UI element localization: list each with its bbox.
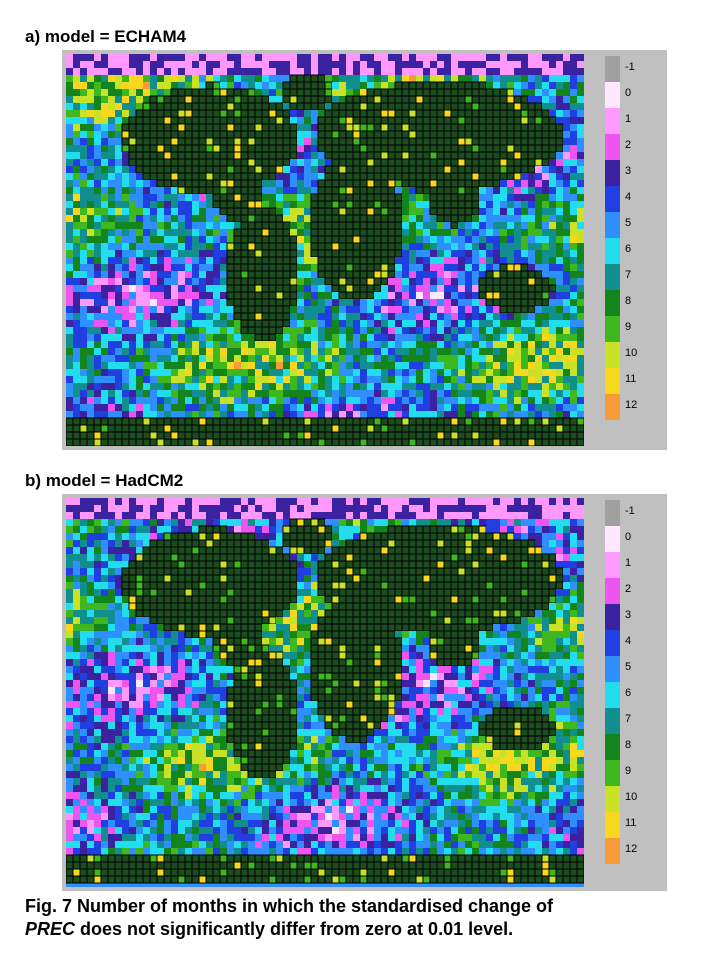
caption-line1: Fig. 7 Number of months in which the sta… [25,896,554,916]
legend-label: 10 [625,347,638,359]
legend-label: 10 [625,791,638,803]
legend-item: 0 [605,82,663,108]
legend-swatch [605,342,620,368]
panel-b-title: b) model = HadCM2 [25,471,184,490]
legend-swatch [605,394,620,420]
legend-swatch [605,134,620,160]
legend-swatch [605,656,620,682]
legend-item: 5 [605,212,663,238]
legend-item: 1 [605,552,663,578]
legend-swatch [605,368,620,394]
legend-item: 6 [605,682,663,708]
legend-item: 7 [605,708,663,734]
figure-caption: Fig. 7 Number of months in which the sta… [25,895,685,941]
legend-swatch [605,56,620,82]
legend-swatch [605,578,620,604]
panel-b-frame: -1 0 1 2 3 4 5 6 7 8 9 10 11 12 [62,494,667,891]
legend-item: 12 [605,394,663,420]
legend-item: 11 [605,368,663,394]
panel-a-frame: -1 0 1 2 3 4 5 6 7 8 9 10 11 12 [62,50,667,450]
legend-item: 3 [605,604,663,630]
legend-swatch [605,734,620,760]
legend-swatch [605,212,620,238]
legend-label: 6 [625,687,632,699]
legend-item: 7 [605,264,663,290]
legend-label: 3 [625,165,632,177]
legend-item: 3 [605,160,663,186]
legend-item: 11 [605,812,663,838]
legend-label: 11 [625,373,637,385]
legend-swatch [605,786,620,812]
legend-item: 12 [605,838,663,864]
legend-swatch [605,160,620,186]
legend-item: 6 [605,238,663,264]
panel-a-legend: -1 0 1 2 3 4 5 6 7 8 9 10 11 12 [605,56,663,420]
legend-item: 0 [605,526,663,552]
legend-label: 8 [625,739,632,751]
legend-swatch [605,500,620,526]
legend-item: 8 [605,734,663,760]
caption-line2: does not significantly differ from zero … [75,919,514,939]
legend-item: 5 [605,656,663,682]
legend-item: 8 [605,290,663,316]
panel-a-map [66,54,584,446]
legend-item: -1 [605,56,663,82]
legend-swatch [605,760,620,786]
legend-swatch [605,552,620,578]
legend-swatch [605,316,620,342]
legend-label: 0 [625,531,632,543]
legend-swatch [605,838,620,864]
legend-label: 8 [625,295,632,307]
legend-swatch [605,108,620,134]
legend-item: 4 [605,630,663,656]
legend-label: 0 [625,87,632,99]
legend-item: 9 [605,760,663,786]
legend-label: -1 [625,505,635,517]
caption-variable: PREC [25,919,76,939]
legend-item: 10 [605,342,663,368]
legend-swatch [605,238,620,264]
legend-label: 5 [625,217,632,229]
legend-label: 6 [625,243,632,255]
legend-item: 4 [605,186,663,212]
panel-b-legend: -1 0 1 2 3 4 5 6 7 8 9 10 11 12 [605,500,663,864]
legend-label: -1 [625,61,635,73]
legend-swatch [605,526,620,552]
legend-label: 12 [625,843,638,855]
legend-label: 5 [625,661,632,673]
legend-item: 2 [605,134,663,160]
legend-item: 10 [605,786,663,812]
legend-swatch [605,604,620,630]
legend-swatch [605,186,620,212]
panel-a-title: a) model = ECHAM4 [25,27,187,46]
legend-label: 4 [625,191,632,203]
legend-item: 9 [605,316,663,342]
legend-label: 2 [625,139,632,151]
legend-swatch [605,682,620,708]
legend-label: 4 [625,635,632,647]
legend-label: 3 [625,609,632,621]
legend-swatch [605,82,620,108]
legend-swatch [605,264,620,290]
legend-label: 9 [625,765,632,777]
legend-label: 12 [625,399,638,411]
legend-label: 2 [625,583,632,595]
legend-label: 7 [625,269,632,281]
panel-b-map [66,498,584,887]
legend-item: 2 [605,578,663,604]
legend-swatch [605,708,620,734]
legend-label: 9 [625,321,632,333]
legend-swatch [605,290,620,316]
legend-item: -1 [605,500,663,526]
legend-swatch [605,812,620,838]
legend-label: 7 [625,713,632,725]
legend-item: 1 [605,108,663,134]
legend-label: 11 [625,817,637,829]
legend-label: 1 [625,557,632,569]
legend-label: 1 [625,113,632,125]
legend-swatch [605,630,620,656]
